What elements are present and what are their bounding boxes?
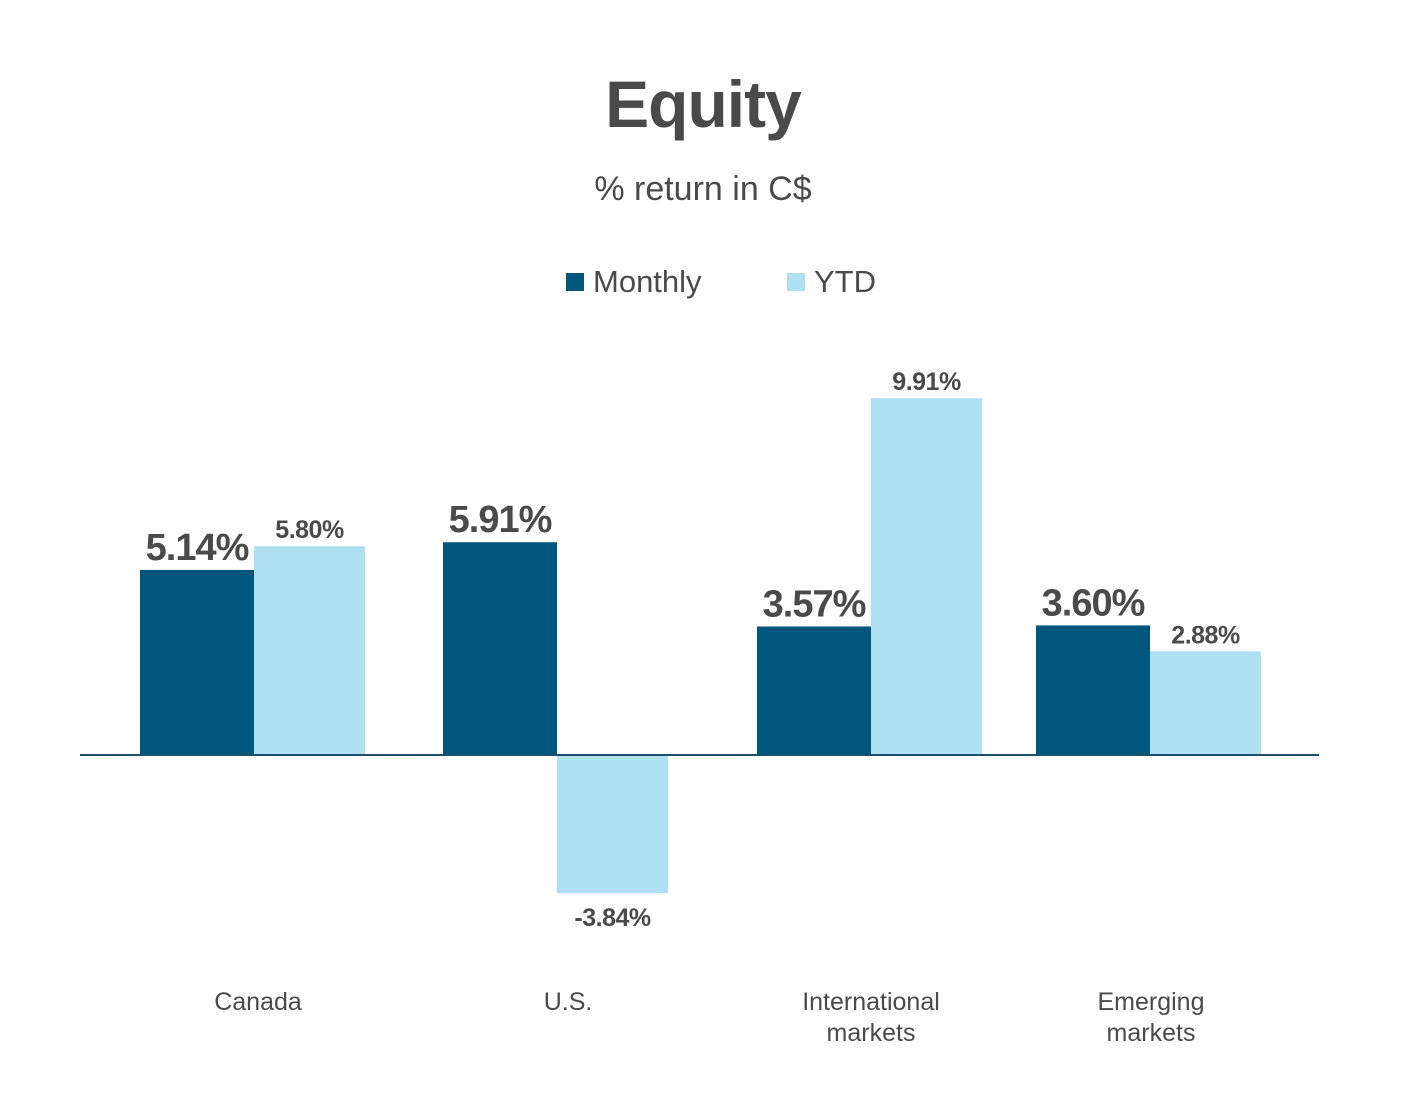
category-label-emerging-markets: Emerging markets xyxy=(1097,988,1205,1047)
data-label-ytd-emerging-markets: 2.88% xyxy=(1171,621,1240,649)
legend-label-ytd: YTD xyxy=(814,264,876,299)
data-label-monthly-canada: 5.14% xyxy=(146,527,249,569)
legend-item-monthly: Monthly xyxy=(566,262,702,302)
data-label-monthly-u-s: 5.91% xyxy=(449,499,552,541)
legend-label-monthly: Monthly xyxy=(593,264,702,299)
category-label-international-markets: International markets xyxy=(802,988,940,1047)
chart-title: Equity xyxy=(605,67,802,141)
data-label-ytd-international-markets: 9.91% xyxy=(892,368,961,396)
legend-swatch-monthly xyxy=(566,273,584,291)
bar-monthly-u-s xyxy=(443,542,557,755)
data-label-monthly-international-markets: 3.57% xyxy=(763,583,866,625)
bar-monthly-canada xyxy=(140,569,254,755)
category-label-us: U.S. xyxy=(543,988,593,1016)
legend-swatch-ytd xyxy=(787,273,805,291)
legend-item-ytd: YTD xyxy=(787,262,876,302)
bar-monthly-international-markets xyxy=(757,626,871,755)
bar-ytd-u-s xyxy=(557,755,668,894)
bar-ytd-emerging-markets xyxy=(1150,651,1261,755)
bar-ytd-international-markets xyxy=(871,398,982,755)
chart-subtitle: % return in C$ xyxy=(594,170,812,208)
data-label-monthly-emerging-markets: 3.60% xyxy=(1042,582,1145,624)
data-label-ytd-u-s: -3.84% xyxy=(574,904,650,932)
bar-ytd-canada xyxy=(254,546,365,755)
data-label-ytd-canada: 5.80% xyxy=(275,516,344,544)
category-label-canada: Canada xyxy=(214,988,302,1016)
bar-monthly-emerging-markets xyxy=(1036,625,1150,755)
